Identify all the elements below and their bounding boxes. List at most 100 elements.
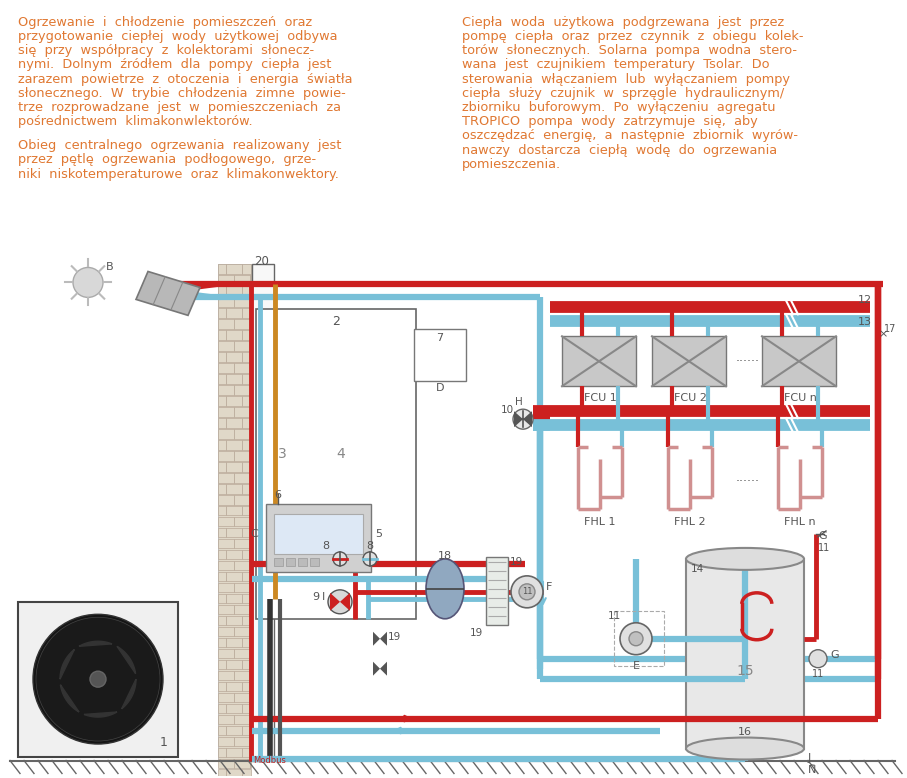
Bar bbox=[218, 451, 234, 461]
Bar bbox=[218, 550, 226, 559]
Bar bbox=[234, 320, 250, 329]
Bar bbox=[234, 275, 250, 285]
Bar bbox=[234, 429, 250, 439]
Text: zbiorniku  buforowym.  Po  wyłączeniu  agregatu: zbiorniku buforowym. Po wyłączeniu agreg… bbox=[462, 101, 775, 114]
Bar bbox=[218, 297, 234, 307]
Bar bbox=[250, 385, 251, 394]
Text: G: G bbox=[830, 650, 839, 660]
Bar bbox=[234, 473, 250, 482]
Text: ......: ...... bbox=[736, 351, 760, 364]
Bar bbox=[218, 473, 234, 482]
Bar bbox=[286, 558, 295, 566]
Bar bbox=[234, 363, 250, 373]
Circle shape bbox=[809, 650, 827, 668]
Bar bbox=[414, 329, 466, 381]
Text: przez  pętlę  ogrzewania  podłogowego,  grze-: przez pętlę ogrzewania podłogowego, grze… bbox=[18, 153, 317, 166]
Bar bbox=[234, 561, 250, 570]
Bar bbox=[250, 451, 251, 461]
Text: 1: 1 bbox=[160, 736, 168, 749]
Bar bbox=[218, 714, 234, 724]
Bar bbox=[250, 627, 251, 636]
Bar bbox=[226, 594, 242, 603]
Bar bbox=[218, 594, 226, 603]
Circle shape bbox=[73, 268, 103, 297]
Bar bbox=[234, 407, 250, 417]
Bar bbox=[218, 638, 226, 647]
Bar bbox=[226, 352, 242, 362]
Polygon shape bbox=[373, 632, 380, 646]
Bar bbox=[218, 385, 234, 394]
Text: zarazem  powietrze  z  otoczenia  i  energia  światła: zarazem powietrze z otoczenia i energia … bbox=[18, 72, 353, 86]
Bar bbox=[218, 407, 234, 417]
Text: pomieszczenia.: pomieszczenia. bbox=[462, 158, 561, 170]
Bar bbox=[226, 484, 242, 493]
Bar bbox=[218, 429, 234, 439]
Bar bbox=[218, 583, 234, 592]
Bar bbox=[18, 602, 178, 756]
Text: Modbus: Modbus bbox=[253, 755, 286, 765]
Bar bbox=[226, 748, 242, 757]
Bar bbox=[218, 539, 234, 548]
Polygon shape bbox=[61, 685, 79, 712]
Polygon shape bbox=[79, 641, 112, 647]
Bar bbox=[226, 726, 242, 735]
Polygon shape bbox=[117, 647, 135, 674]
Polygon shape bbox=[373, 662, 380, 675]
Bar bbox=[242, 374, 251, 384]
Bar bbox=[242, 286, 251, 296]
Bar bbox=[242, 550, 251, 559]
Text: 17: 17 bbox=[884, 324, 896, 335]
Bar bbox=[226, 419, 242, 428]
Bar bbox=[226, 769, 242, 778]
Bar bbox=[234, 495, 250, 504]
Polygon shape bbox=[514, 412, 523, 427]
Bar bbox=[250, 275, 251, 285]
Bar bbox=[652, 336, 726, 386]
Bar bbox=[218, 615, 226, 626]
Bar bbox=[218, 726, 226, 735]
Text: przygotowanie  ciepłej  wody  użytkowej  odbywa: przygotowanie ciepłej wody użytkowej odb… bbox=[18, 30, 337, 43]
Polygon shape bbox=[340, 593, 350, 611]
Bar bbox=[242, 660, 251, 669]
Bar bbox=[218, 561, 234, 570]
Bar bbox=[242, 682, 251, 691]
Bar bbox=[250, 583, 251, 592]
Bar bbox=[218, 308, 226, 318]
Text: 2: 2 bbox=[332, 315, 340, 328]
Bar bbox=[242, 769, 251, 778]
Bar bbox=[218, 660, 226, 669]
Text: 11: 11 bbox=[812, 668, 824, 678]
Bar bbox=[226, 572, 242, 581]
Text: 3: 3 bbox=[278, 447, 287, 461]
Bar bbox=[256, 310, 416, 619]
Text: FHL 1: FHL 1 bbox=[584, 517, 616, 527]
Bar bbox=[218, 484, 226, 493]
Text: 15: 15 bbox=[736, 664, 754, 678]
Bar bbox=[218, 572, 226, 581]
Bar bbox=[218, 363, 234, 373]
Bar bbox=[226, 374, 242, 384]
Text: 8: 8 bbox=[322, 541, 329, 551]
Circle shape bbox=[519, 584, 535, 600]
Bar bbox=[218, 748, 226, 757]
Bar bbox=[218, 506, 226, 516]
Text: E: E bbox=[632, 661, 639, 671]
Bar bbox=[218, 342, 234, 351]
Bar bbox=[226, 660, 242, 669]
Text: 7: 7 bbox=[436, 333, 444, 343]
Bar bbox=[266, 504, 371, 572]
Bar bbox=[226, 682, 242, 691]
Text: nawczy  dostarcza  ciepłą  wodę  do  ogrzewania: nawczy dostarcza ciepłą wodę do ogrzewan… bbox=[462, 143, 777, 156]
Bar bbox=[250, 539, 251, 548]
Bar bbox=[218, 396, 226, 405]
Polygon shape bbox=[380, 662, 387, 675]
Bar bbox=[762, 336, 836, 386]
Bar bbox=[242, 572, 251, 581]
Bar bbox=[250, 649, 251, 658]
Ellipse shape bbox=[686, 548, 804, 569]
Bar bbox=[218, 649, 234, 658]
Bar bbox=[226, 396, 242, 405]
Circle shape bbox=[328, 590, 352, 614]
Bar bbox=[250, 692, 251, 702]
Text: 16: 16 bbox=[738, 727, 752, 737]
